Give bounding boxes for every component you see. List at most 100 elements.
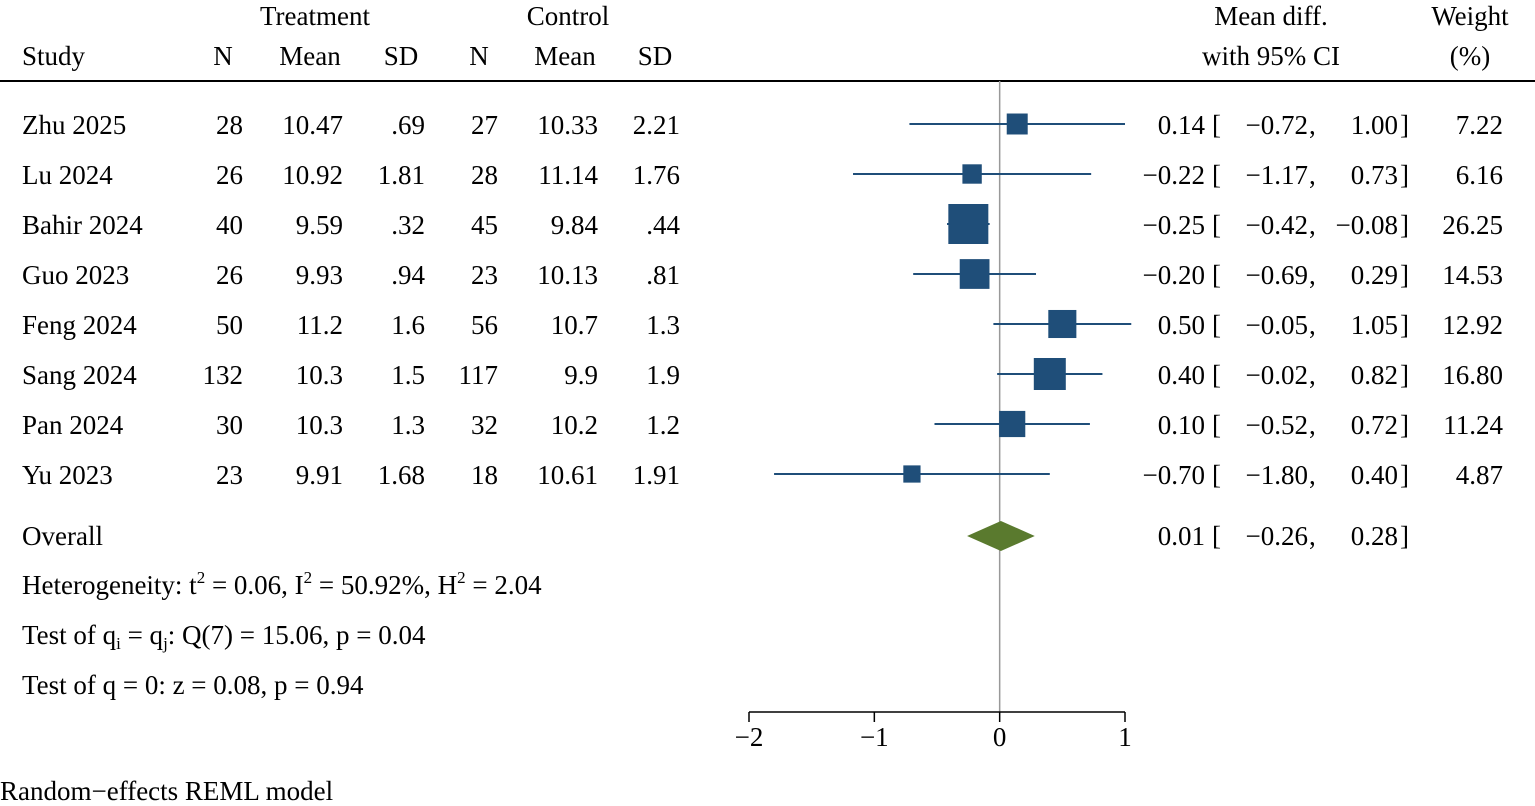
ci-comma: , bbox=[1309, 160, 1316, 190]
study-name: Yu 2023 bbox=[22, 460, 113, 490]
ci-low: −0.05 bbox=[1246, 310, 1308, 340]
control-mean: 10.33 bbox=[537, 110, 598, 140]
treatment-sd: .69 bbox=[391, 110, 425, 140]
ci-close-bracket: ] bbox=[1400, 110, 1409, 140]
treatment-sd: 1.6 bbox=[391, 310, 425, 340]
control-mean: 9.9 bbox=[564, 360, 598, 390]
study-row: Feng 2024 50 11.2 1.6 56 10.7 1.3 0.50[−0.05, 1.… bbox=[22, 309, 1503, 340]
control-sd: 1.91 bbox=[633, 460, 680, 490]
control-n-header: N bbox=[469, 41, 489, 71]
treatment-mean: 9.91 bbox=[296, 460, 343, 490]
study-name: Guo 2023 bbox=[22, 260, 129, 290]
control-sd: .81 bbox=[646, 260, 680, 290]
effect-estimate: −0.70 bbox=[1143, 460, 1205, 490]
ci-comma: , bbox=[1309, 360, 1316, 390]
control-mean-header: Mean bbox=[534, 41, 596, 71]
x-axis: −2 −1 0 1 bbox=[735, 711, 1132, 752]
effect-estimate: −0.22 bbox=[1143, 160, 1205, 190]
control-n: 18 bbox=[471, 460, 498, 490]
study-name: Bahir 2024 bbox=[22, 210, 143, 240]
control-n: 27 bbox=[471, 110, 498, 140]
study-weight: 14.53 bbox=[1442, 260, 1503, 290]
study-row: Pan 2024 30 10.3 1.3 32 10.2 1.2 0.10[−0.52, 0.7… bbox=[22, 410, 1503, 440]
control-mean: 10.61 bbox=[537, 460, 598, 490]
ci-low: −1.17 bbox=[1246, 160, 1308, 190]
ci-high: 1.00 bbox=[1351, 110, 1398, 140]
ci-comma: , bbox=[1309, 310, 1316, 340]
treatment-group-header: Treatment bbox=[260, 1, 370, 31]
study-weight: 26.25 bbox=[1442, 210, 1503, 240]
study-name: Pan 2024 bbox=[22, 410, 124, 440]
effect-marker bbox=[959, 259, 990, 289]
ci-high: 0.73 bbox=[1351, 160, 1398, 190]
ci-low: −0.72 bbox=[1246, 110, 1308, 140]
treatment-n: 40 bbox=[216, 210, 243, 240]
study-weight: 7.22 bbox=[1456, 110, 1503, 140]
ci-close-bracket: ] bbox=[1400, 260, 1409, 290]
effect-marker bbox=[1048, 309, 1077, 339]
ci-low: −0.52 bbox=[1246, 410, 1308, 440]
overall-effect-diamond bbox=[967, 521, 1035, 551]
effect-marker bbox=[1033, 358, 1066, 390]
ci-close-bracket: ] bbox=[1400, 460, 1409, 490]
study-name: Feng 2024 bbox=[22, 310, 137, 340]
overall-label: Overall bbox=[22, 521, 103, 551]
study-row: Bahir 2024 40 9.59 .32 45 9.84 .44 −0.25[−0.42,… bbox=[22, 204, 1503, 244]
model-note: Random−effects REML model bbox=[0, 776, 333, 806]
study-weight: 4.87 bbox=[1456, 460, 1503, 490]
heterogeneity-stats: Heterogeneity: t2 = 0.06, I2 = 50.92%, H… bbox=[22, 568, 542, 600]
study-weight: 11.24 bbox=[1443, 410, 1503, 440]
overall-ci-close-bracket: ] bbox=[1400, 521, 1409, 551]
effect-estimate: −0.25 bbox=[1143, 210, 1205, 240]
ci-open-bracket: [ bbox=[1212, 310, 1221, 340]
control-sd: .44 bbox=[646, 210, 680, 240]
control-mean: 10.7 bbox=[551, 310, 598, 340]
ci-high: 0.82 bbox=[1351, 360, 1398, 390]
effect-marker bbox=[903, 465, 921, 483]
ci-close-bracket: ] bbox=[1400, 210, 1409, 240]
control-sd: 1.2 bbox=[646, 410, 680, 440]
ci-low: −1.80 bbox=[1246, 460, 1308, 490]
treatment-n: 132 bbox=[203, 360, 244, 390]
effect-marker bbox=[962, 164, 982, 184]
ci-comma: , bbox=[1309, 410, 1316, 440]
effect-header-line1: Mean diff. bbox=[1214, 1, 1327, 31]
ci-low: −0.02 bbox=[1246, 360, 1308, 390]
ci-low: −0.42 bbox=[1246, 210, 1308, 240]
treatment-mean: 10.47 bbox=[282, 110, 343, 140]
ci-close-bracket: ] bbox=[1400, 310, 1409, 340]
study-column-header: Study bbox=[22, 41, 86, 71]
study-row: Yu 2023 23 9.91 1.68 18 10.61 1.91 −0.70[−1.80,… bbox=[22, 460, 1503, 490]
treatment-mean: 10.92 bbox=[282, 160, 343, 190]
treatment-mean: 10.3 bbox=[296, 360, 343, 390]
control-mean: 10.13 bbox=[537, 260, 598, 290]
study-weight: 6.16 bbox=[1456, 160, 1503, 190]
treatment-mean: 9.93 bbox=[296, 260, 343, 290]
ci-open-bracket: [ bbox=[1212, 110, 1221, 140]
control-n: 23 bbox=[471, 260, 498, 290]
ci-open-bracket: [ bbox=[1212, 410, 1221, 440]
ci-close-bracket: ] bbox=[1400, 410, 1409, 440]
treatment-sd: .32 bbox=[391, 210, 425, 240]
control-mean: 10.2 bbox=[551, 410, 598, 440]
overall-ci-high: 0.28 bbox=[1351, 521, 1398, 551]
effect-header-line2: with 95% CI bbox=[1202, 41, 1340, 71]
treatment-n-header: N bbox=[213, 41, 233, 71]
effect-estimate: 0.40 bbox=[1158, 360, 1205, 390]
ci-high: 0.40 bbox=[1351, 460, 1398, 490]
treatment-mean: 9.59 bbox=[296, 210, 343, 240]
treatment-sd: 1.3 bbox=[391, 410, 425, 440]
control-sd-header: SD bbox=[638, 41, 673, 71]
ci-high: 0.72 bbox=[1351, 410, 1398, 440]
study-row: Guo 2023 26 9.93 .94 23 10.13 .81 −0.20[−0.69, 0… bbox=[22, 259, 1503, 290]
control-n: 32 bbox=[471, 410, 498, 440]
effect-estimate: 0.50 bbox=[1158, 310, 1205, 340]
control-sd: 1.3 bbox=[646, 310, 680, 340]
treatment-n: 50 bbox=[216, 310, 243, 340]
treatment-sd: .94 bbox=[391, 260, 425, 290]
study-weight: 12.92 bbox=[1442, 310, 1503, 340]
control-mean: 9.84 bbox=[551, 210, 599, 240]
control-n: 56 bbox=[471, 310, 498, 340]
effect-marker bbox=[1006, 113, 1028, 135]
